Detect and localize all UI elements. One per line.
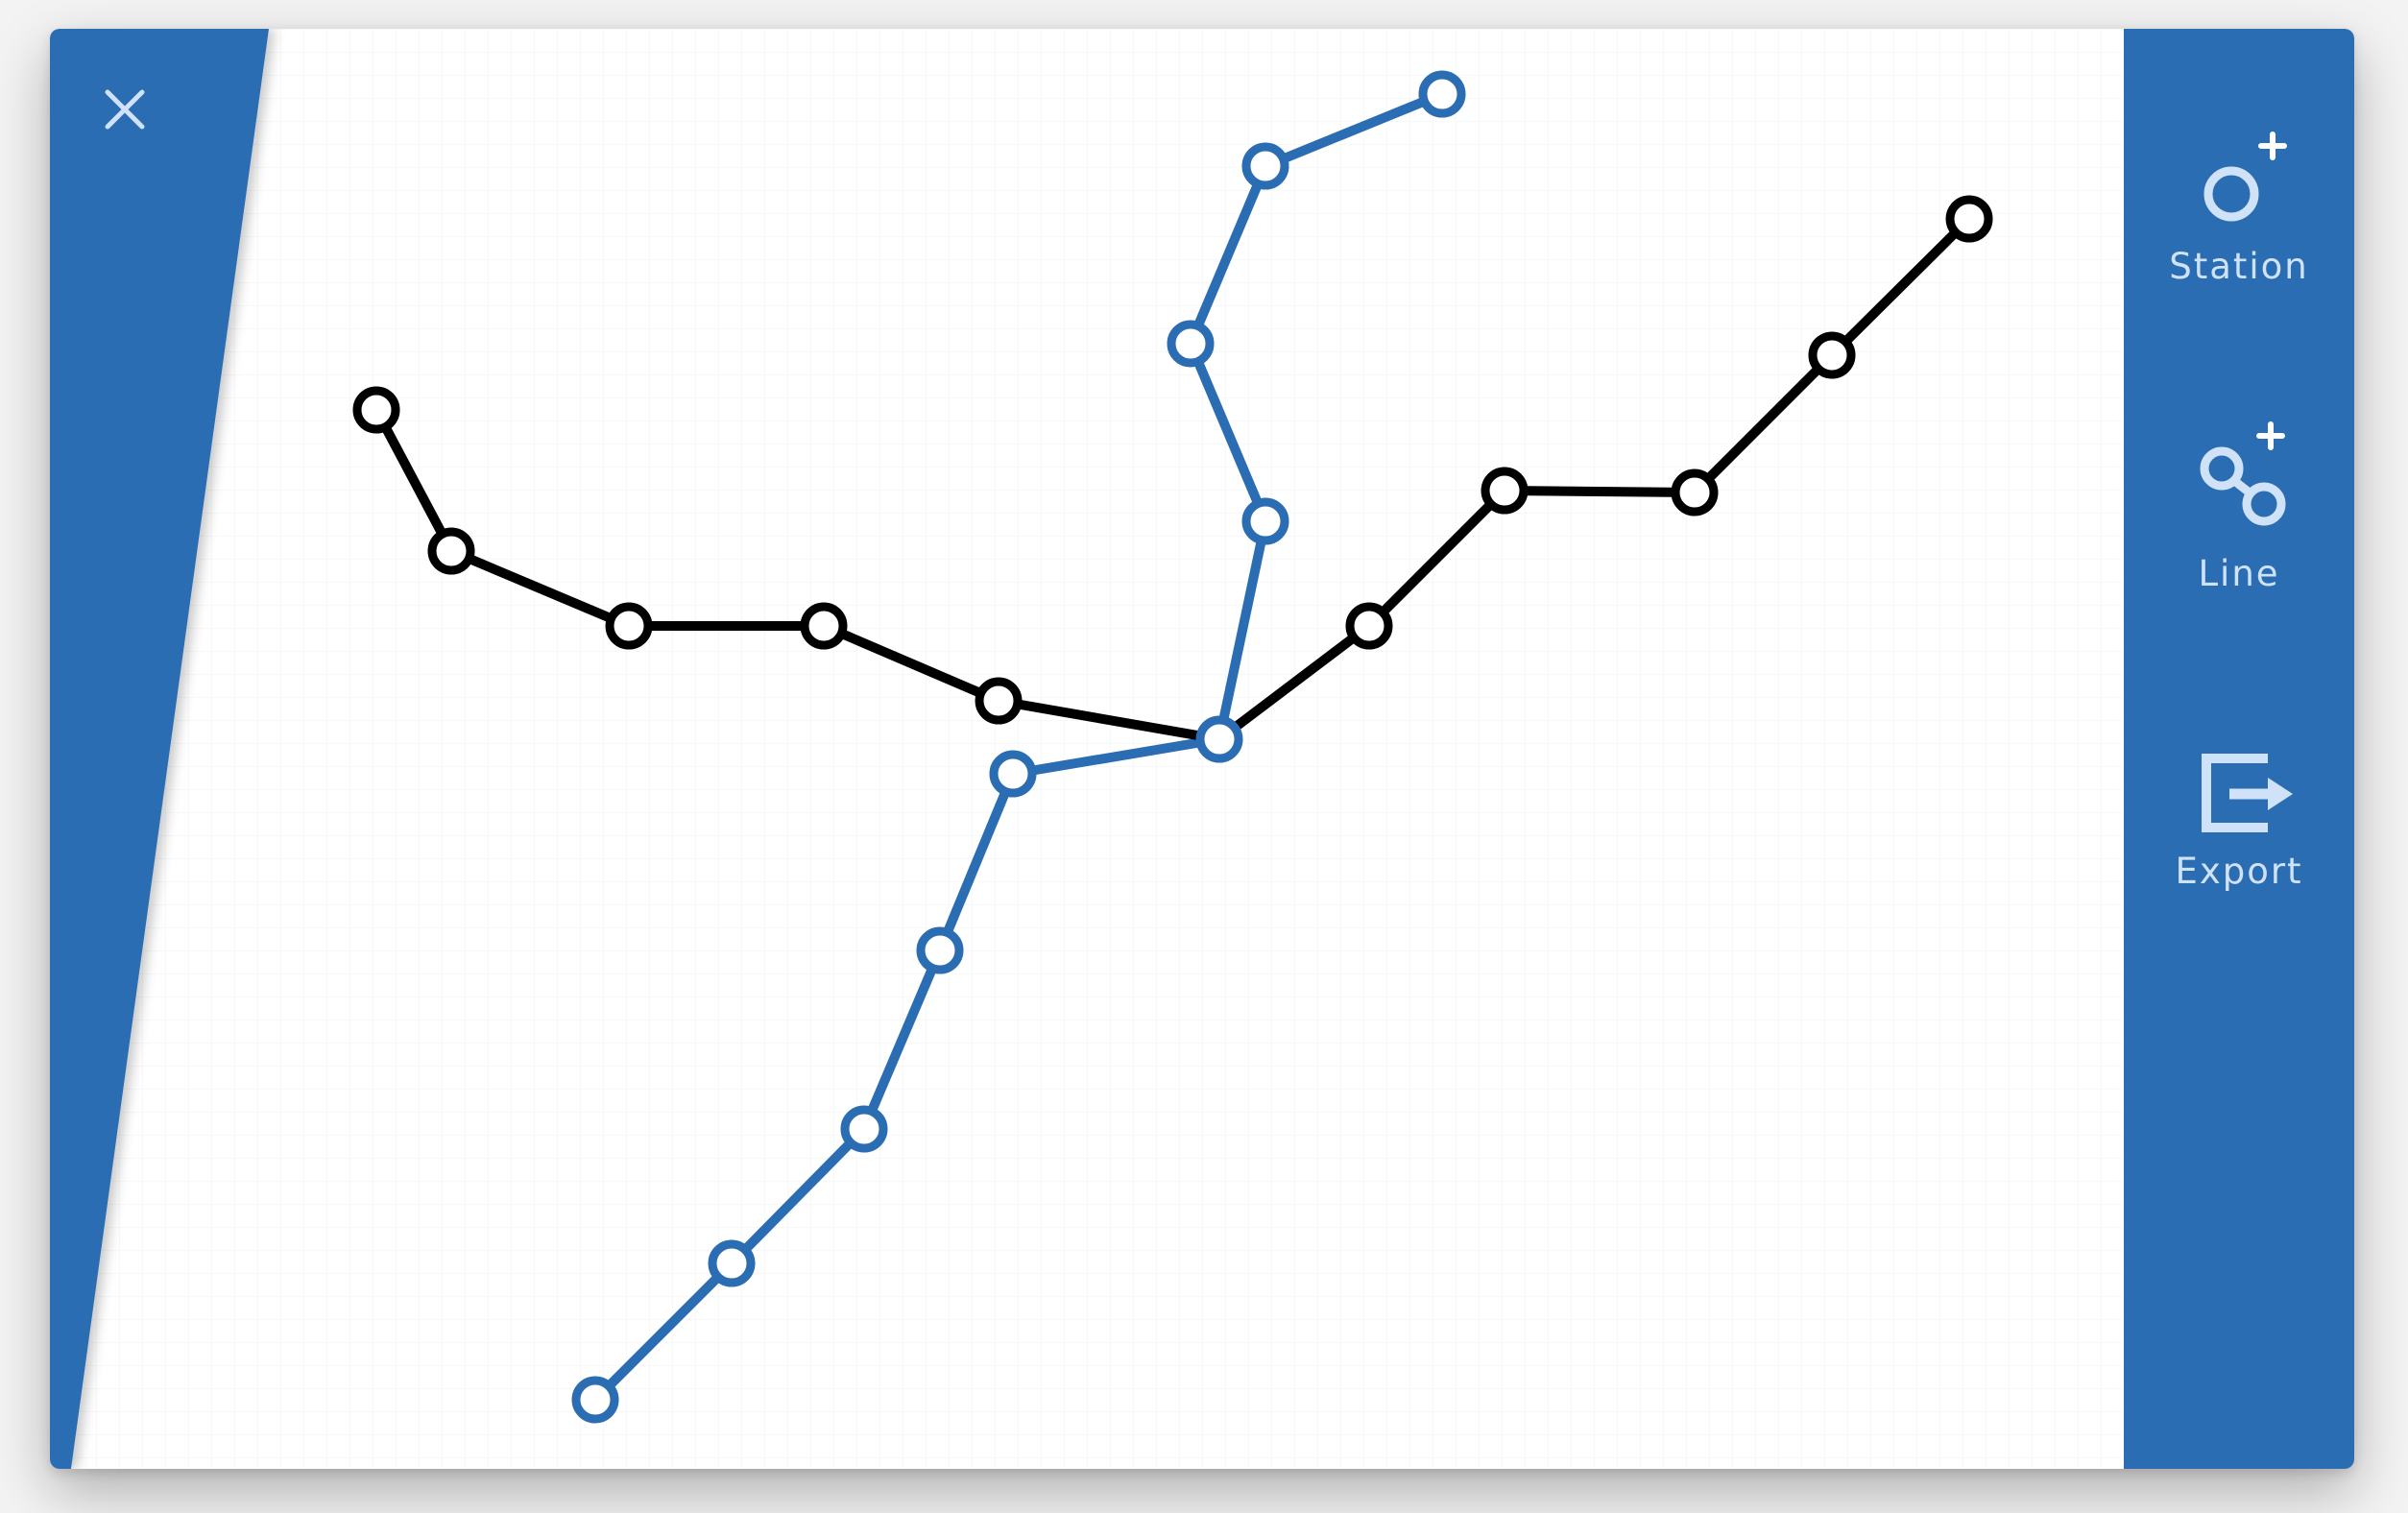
- close-button[interactable]: [90, 75, 159, 144]
- add-line-label: Line: [2198, 553, 2280, 594]
- add-station-icon: [2203, 132, 2287, 222]
- station-marker[interactable]: [1808, 331, 1856, 379]
- app-window: Station Line Export: [50, 29, 2354, 1469]
- station-marker[interactable]: [1481, 467, 1529, 515]
- station-marker[interactable]: [916, 926, 964, 974]
- map-canvas[interactable]: [50, 29, 2354, 1469]
- station-marker[interactable]: [352, 386, 400, 434]
- export-label: Export: [2175, 851, 2303, 892]
- blue-line-track[interactable]: [590, 89, 1447, 1405]
- add-station-button[interactable]: Station: [2124, 115, 2354, 287]
- export-icon: [2202, 754, 2293, 832]
- station-marker[interactable]: [1167, 320, 1215, 368]
- station-marker[interactable]: [605, 602, 653, 650]
- blue-line-stations[interactable]: [571, 70, 1466, 1424]
- station-marker[interactable]: [1671, 468, 1719, 516]
- interchange-station[interactable]: [1195, 715, 1243, 763]
- station-marker[interactable]: [1241, 497, 1289, 545]
- station-marker[interactable]: [1945, 195, 1993, 243]
- station-marker[interactable]: [708, 1239, 756, 1287]
- station-marker[interactable]: [1418, 70, 1466, 118]
- add-line-icon: [2200, 421, 2286, 526]
- blue-metro-line[interactable]: [571, 70, 1466, 1424]
- station-marker[interactable]: [800, 602, 848, 650]
- close-icon: [105, 89, 145, 130]
- black-line-stations[interactable]: [352, 195, 1993, 725]
- add-line-button[interactable]: Line: [2124, 413, 2354, 594]
- station-marker[interactable]: [989, 750, 1037, 798]
- station-marker[interactable]: [1345, 602, 1393, 650]
- station-marker[interactable]: [840, 1105, 888, 1153]
- station-marker[interactable]: [975, 677, 1023, 725]
- station-marker[interactable]: [1241, 142, 1289, 190]
- tool-panel: Station Line Export: [2124, 29, 2354, 1469]
- station-marker[interactable]: [571, 1376, 619, 1424]
- station-marker[interactable]: [427, 527, 475, 575]
- export-button[interactable]: Export: [2124, 739, 2354, 892]
- add-station-label: Station: [2169, 246, 2309, 287]
